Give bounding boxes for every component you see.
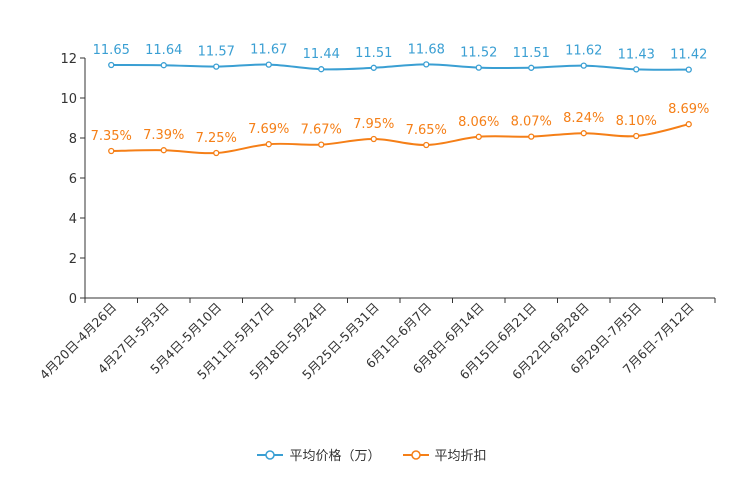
data-label: 7.69% xyxy=(248,122,289,137)
data-label: 11.67 xyxy=(250,43,287,58)
data-label: 11.44 xyxy=(303,47,340,62)
y-tick-label: 4 xyxy=(69,212,77,227)
line-circle-icon xyxy=(402,449,429,460)
y-tick-label: 8 xyxy=(69,132,77,147)
line-circle-icon xyxy=(257,449,284,460)
data-point[interactable] xyxy=(318,66,325,73)
data-point[interactable] xyxy=(580,130,587,137)
data-label: 7.67% xyxy=(301,123,342,138)
data-label: 11.51 xyxy=(355,46,392,61)
data-point[interactable] xyxy=(528,133,535,140)
data-point[interactable] xyxy=(108,61,115,69)
data-label: 8.10% xyxy=(616,114,657,129)
data-point[interactable] xyxy=(213,63,220,70)
data-label: 7.39% xyxy=(143,128,184,143)
legend-item-discount[interactable]: 平均折扣 xyxy=(402,445,487,464)
data-point[interactable] xyxy=(528,64,535,71)
series-line-0 xyxy=(111,63,689,71)
y-tick-label: 12 xyxy=(60,52,77,67)
data-label: 11.64 xyxy=(145,43,182,58)
x-axis-ticks: 4月20日-4月26日4月27日-5月3日5月4日-5月10日5月11日-5月1… xyxy=(36,298,716,382)
y-tick-label: 0 xyxy=(69,292,77,307)
data-point[interactable] xyxy=(370,64,377,71)
series-line-1 xyxy=(111,123,689,155)
legend-item-price[interactable]: 平均价格（万） xyxy=(257,445,381,464)
data-label: 11.68 xyxy=(408,42,445,57)
data-label: 8.06% xyxy=(458,115,499,130)
data-point[interactable] xyxy=(318,141,325,148)
y-tick-label: 6 xyxy=(69,172,77,187)
data-point[interactable] xyxy=(633,132,640,140)
data-label: 11.51 xyxy=(513,46,550,61)
data-label: 7.95% xyxy=(353,117,394,132)
data-label: 7.35% xyxy=(91,129,132,144)
data-point[interactable] xyxy=(685,66,692,73)
legend-label-price: 平均价格（万） xyxy=(289,449,381,464)
y-tick-label: 2 xyxy=(69,252,77,267)
data-label: 11.43 xyxy=(618,47,655,62)
data-label: 11.57 xyxy=(198,45,235,60)
data-label: 7.25% xyxy=(196,131,237,146)
series-layer: 11.65 11.64 11.57 11.67 11.44 11.51 11.68 11.52… xyxy=(91,42,709,157)
data-label: 8.24% xyxy=(563,111,604,126)
data-point[interactable] xyxy=(633,66,640,73)
data-point[interactable] xyxy=(265,61,272,68)
legend: 平均价格（万） 平均折扣 xyxy=(0,445,744,464)
data-label: 8.69% xyxy=(668,102,709,117)
data-point[interactable] xyxy=(213,149,220,157)
data-point[interactable] xyxy=(423,61,430,68)
data-point[interactable] xyxy=(108,147,115,155)
data-label: 11.42 xyxy=(670,48,707,63)
data-point[interactable] xyxy=(160,62,167,69)
data-point[interactable] xyxy=(475,64,482,71)
data-point[interactable] xyxy=(685,121,692,128)
data-label: 11.62 xyxy=(565,44,602,59)
data-point[interactable] xyxy=(423,141,430,149)
legend-label-discount: 平均折扣 xyxy=(434,449,487,464)
data-label: 11.65 xyxy=(93,43,130,58)
y-tick-label: 10 xyxy=(60,92,77,107)
data-label: 8.07% xyxy=(511,115,552,130)
data-label: 11.52 xyxy=(460,46,497,61)
data-point[interactable] xyxy=(265,141,272,148)
data-point[interactable] xyxy=(580,62,587,69)
data-point[interactable] xyxy=(475,133,482,140)
data-point[interactable] xyxy=(160,147,167,154)
y-axis-ticks: 0 2 4 6 8 10 12 xyxy=(60,52,85,307)
data-point[interactable] xyxy=(370,135,377,143)
data-label: 7.65% xyxy=(406,123,447,138)
